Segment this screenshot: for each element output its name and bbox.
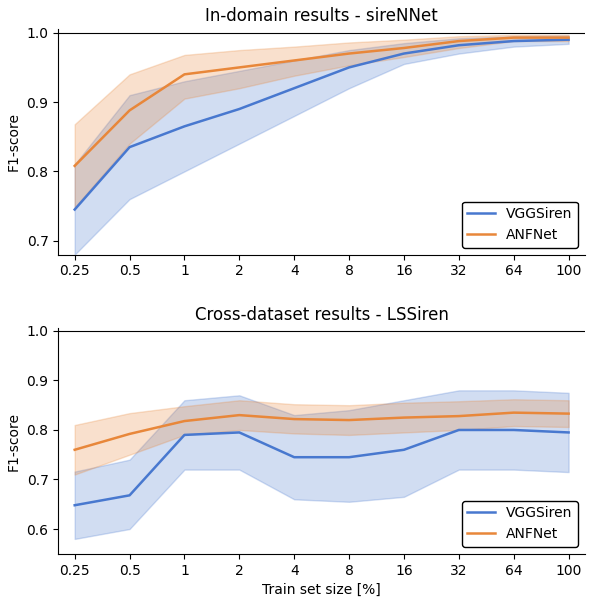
VGGSiren: [236, 105, 243, 112]
Y-axis label: F1-score: F1-score: [7, 411, 21, 471]
Line: ANFNet: ANFNet: [75, 37, 568, 166]
ANFNet: [455, 413, 462, 420]
VGGSiren: [181, 123, 188, 130]
ANFNet: [181, 417, 188, 425]
VGGSiren: [510, 37, 517, 45]
Title: Cross-dataset results - LSSiren: Cross-dataset results - LSSiren: [195, 306, 449, 324]
VGGSiren: [455, 42, 462, 49]
ANFNet: [510, 409, 517, 416]
ANFNet: [346, 50, 353, 57]
VGGSiren: [565, 429, 572, 436]
Line: ANFNet: ANFNet: [75, 413, 568, 450]
VGGSiren: [510, 426, 517, 434]
VGGSiren: [346, 454, 353, 461]
ANFNet: [291, 416, 298, 423]
ANFNet: [565, 410, 572, 417]
ANFNet: [400, 414, 407, 421]
Legend: VGGSiren, ANFNet: VGGSiren, ANFNet: [462, 501, 578, 547]
ANFNet: [565, 34, 572, 41]
ANFNet: [71, 446, 78, 454]
Legend: VGGSiren, ANFNet: VGGSiren, ANFNet: [462, 202, 578, 248]
ANFNet: [236, 64, 243, 71]
VGGSiren: [346, 64, 353, 71]
ANFNet: [510, 34, 517, 41]
VGGSiren: [181, 431, 188, 439]
VGGSiren: [291, 85, 298, 92]
VGGSiren: [400, 50, 407, 57]
ANFNet: [71, 162, 78, 170]
ANFNet: [126, 107, 133, 114]
ANFNet: [236, 411, 243, 419]
ANFNet: [291, 57, 298, 64]
Line: VGGSiren: VGGSiren: [75, 40, 568, 210]
VGGSiren: [126, 144, 133, 151]
VGGSiren: [71, 206, 78, 213]
ANFNet: [181, 71, 188, 78]
VGGSiren: [400, 446, 407, 454]
VGGSiren: [455, 426, 462, 434]
Title: In-domain results - sireNNet: In-domain results - sireNNet: [205, 7, 438, 25]
Y-axis label: F1-score: F1-score: [7, 112, 21, 172]
X-axis label: Train set size [%]: Train set size [%]: [262, 583, 381, 597]
Line: VGGSiren: VGGSiren: [75, 430, 568, 505]
ANFNet: [455, 37, 462, 45]
VGGSiren: [565, 36, 572, 43]
VGGSiren: [236, 429, 243, 436]
VGGSiren: [126, 492, 133, 499]
ANFNet: [346, 416, 353, 423]
VGGSiren: [291, 454, 298, 461]
VGGSiren: [71, 501, 78, 509]
ANFNet: [126, 430, 133, 437]
ANFNet: [400, 44, 407, 51]
